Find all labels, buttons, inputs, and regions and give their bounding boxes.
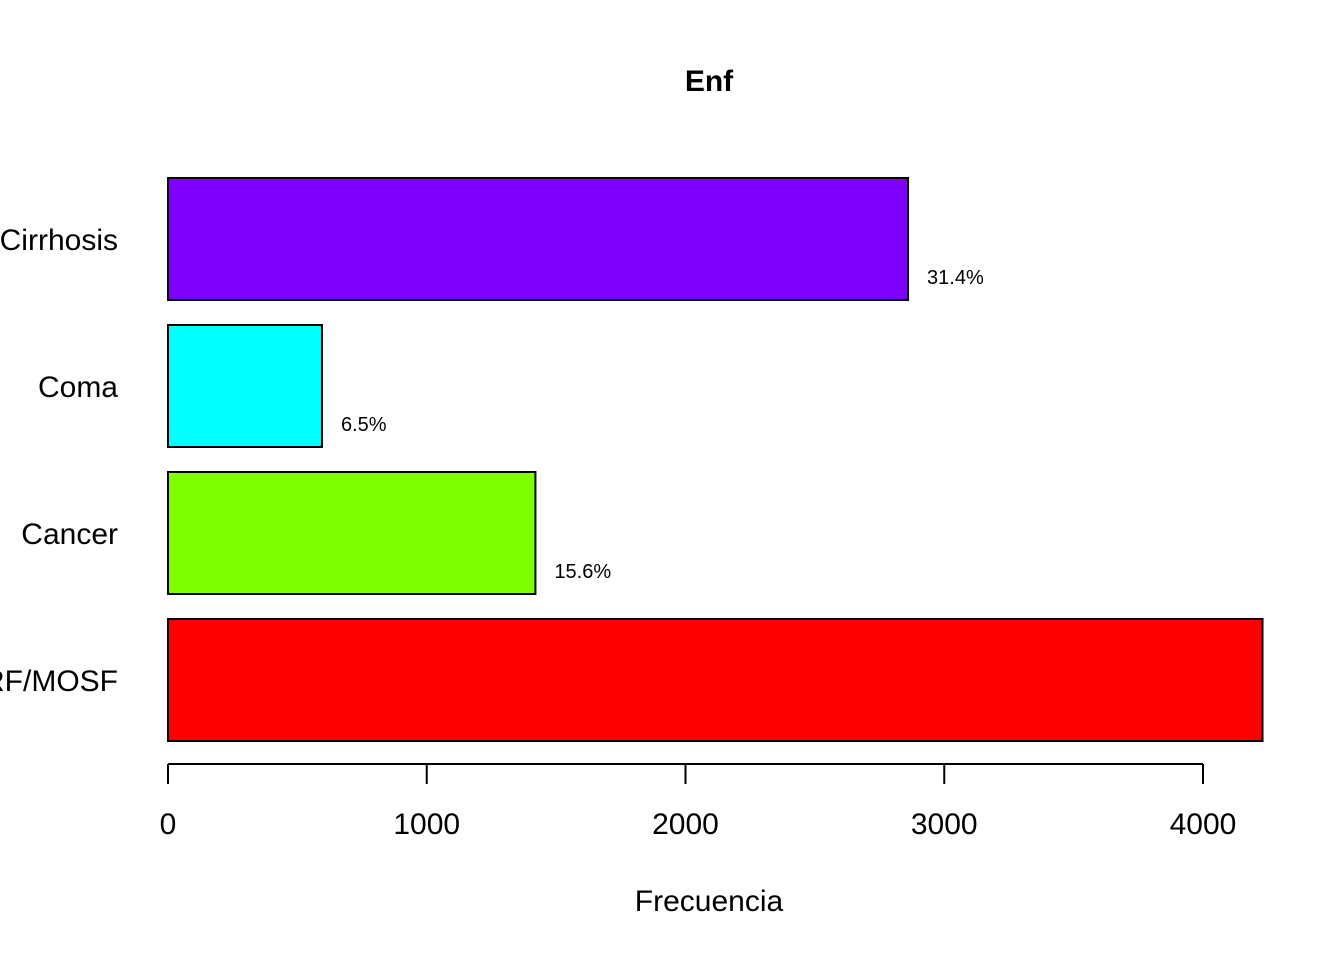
category-label-cancer: Cancer <box>21 518 118 551</box>
category-label-coma: Coma <box>38 371 118 404</box>
data-label-cirrhosis: 31.4% <box>927 267 984 289</box>
chart-title: Enf <box>685 65 734 98</box>
category-label-cirrhosis: Cirrhosis <box>0 224 118 257</box>
bar-cancer <box>167 471 537 595</box>
x-tick-label-3000: 3000 <box>911 808 978 841</box>
x-tick-label-2000: 2000 <box>652 808 719 841</box>
data-label-cancer: 15.6% <box>554 561 611 583</box>
category-label-arf-mosf: ARF/MOSF <box>0 665 118 698</box>
x-tick-label-1000: 1000 <box>393 808 460 841</box>
x-axis: 0 1000 2000 3000 4000 <box>160 763 1237 841</box>
x-tick-label-0: 0 <box>160 808 177 841</box>
x-axis-title: Frecuencia <box>635 885 784 918</box>
bar-coma <box>167 324 323 448</box>
bar-arf-mosf <box>167 618 1264 742</box>
bar-cirrhosis <box>167 177 910 301</box>
data-label-coma: 6.5% <box>341 414 387 436</box>
x-tick-label-4000: 4000 <box>1170 808 1237 841</box>
bars-group: ARF/MOSF Cancer 15.6% Coma 6.5% Cirrhosis 31.4… <box>0 177 1264 742</box>
